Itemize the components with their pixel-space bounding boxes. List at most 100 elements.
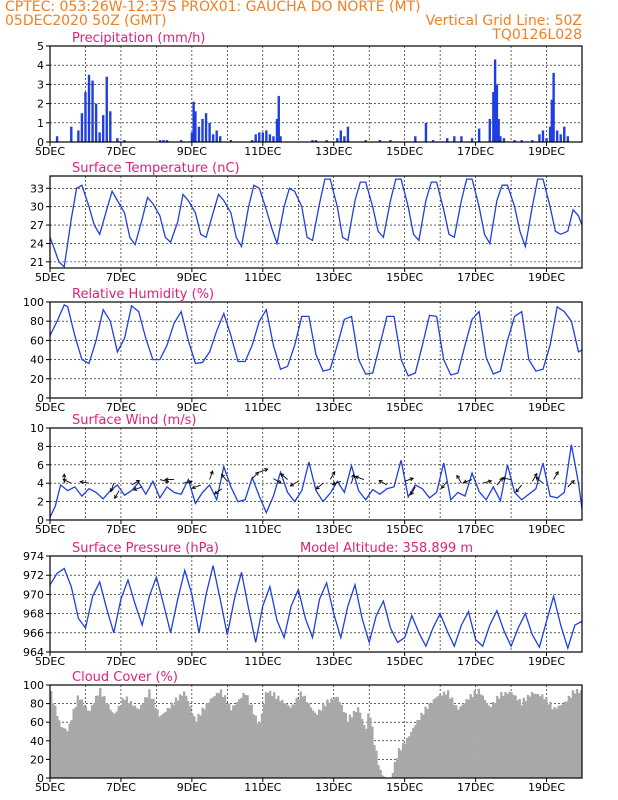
cloud-bar [545,697,548,778]
cloud-bar [289,707,292,778]
cloud-bar [301,696,305,778]
cloud-bar [465,699,468,778]
cloud-bar [154,707,157,778]
cloud-bar [144,697,147,778]
pres-title: Surface Pressure (hPa) [72,541,219,556]
wind-arrow-head [277,479,283,484]
cloud-bar [422,714,425,778]
wind-arrow [482,480,492,484]
cloud-bar [254,715,257,778]
cloud-bar [496,695,499,778]
precip-bar [91,80,94,142]
precip-bar [87,74,91,142]
wind-arrow [496,477,504,486]
cloud-bar [258,723,262,778]
cloud-bar [166,707,169,778]
cloud-bar [252,714,255,778]
cloud-bar [70,720,73,778]
cloud-bar [305,702,309,778]
y-tick-label: 6 [37,459,44,472]
cloud-bar [336,696,339,778]
wind-arrow-head [501,476,506,481]
cloud-bar [520,705,523,778]
x-tick-label: 7DEC [106,655,136,668]
panel-frame [49,175,583,269]
wind-arrow-head [209,470,214,475]
y-tick-label: 0 [37,772,44,785]
wind-arrow [553,471,559,480]
precip-bar [180,140,183,142]
cloud-bar [287,705,290,778]
y-tick-label: 968 [23,608,44,621]
y-tick-label: 30 [30,201,44,214]
cloud-bar [82,705,86,778]
x-tick-label: 11DEC [244,655,281,668]
cloud-bar [178,694,182,778]
cloud-bar [559,705,562,778]
cloud-bar [463,703,466,778]
precip-bar [211,134,215,142]
y-tick-label: 100 [23,679,44,692]
wind-arrow [131,480,140,486]
cloud-bar [111,712,114,778]
cloud-bar [543,699,546,778]
cloud-bar [522,697,526,778]
cloud-bar [481,695,485,778]
precip-bar [70,126,73,142]
wind-arrow-head [456,474,461,479]
wind-arrow [214,488,223,495]
wind-arrow [332,480,341,485]
x-tick-label: 9DEC [177,145,207,158]
precip-bar [488,118,491,142]
cloud-bar [209,698,212,778]
cloud-bar [416,719,419,778]
cloud-bar [313,712,317,778]
cloud-bar [316,714,319,778]
cloud-bar [160,714,163,778]
rh-series-line [49,303,583,377]
x-tick-label: 5DEC [35,523,65,536]
precip-bar [566,136,570,142]
cloud-bar [127,703,131,778]
cloud-bar [356,707,360,778]
cloud-bar [129,701,133,778]
wind-arrow-head [409,477,415,482]
x-tick-label: 19DEC [528,401,565,414]
y-tick-label: 1 [37,117,44,130]
cloud-bar [451,697,454,778]
precip-bar [493,59,497,142]
cloud-bar [354,711,358,778]
cloud-bar [383,776,386,778]
wind-arrow-head [135,480,141,484]
cloud-bar [577,693,581,778]
cloud-bar [553,707,556,778]
wind-arrow-head [570,479,575,485]
precip-bar [77,130,80,142]
precip-bar [311,140,314,142]
cloud-bar [131,705,135,778]
cloud-bar [510,692,513,778]
cloud-bar [142,703,145,778]
wind-arrow-head [213,490,219,495]
cloud-bar [438,694,442,778]
y-tick-label: 100 [23,296,44,309]
cloud-bar [264,692,268,778]
cloud-bar [473,690,476,778]
y-tick-label: 33 [30,182,44,195]
wind-arrow [567,480,575,488]
cloud-bar [228,703,231,778]
x-tick-label: 7DEC [106,523,136,536]
x-tick-label: 11DEC [244,271,281,284]
cloud-bar [573,693,577,778]
cloud-bar [424,706,427,778]
cloud-bar [260,713,264,778]
cloud-bar [109,709,112,778]
cloud-bar [191,713,194,778]
precip-bar [250,140,254,142]
precip-bar [538,134,541,142]
y-tick-label: 40 [30,354,44,367]
precip-bar [275,118,279,142]
wind-arrow-head [533,472,538,478]
rh-title: Relative Humidity (%) [72,287,214,302]
wind-arrow [209,470,214,480]
